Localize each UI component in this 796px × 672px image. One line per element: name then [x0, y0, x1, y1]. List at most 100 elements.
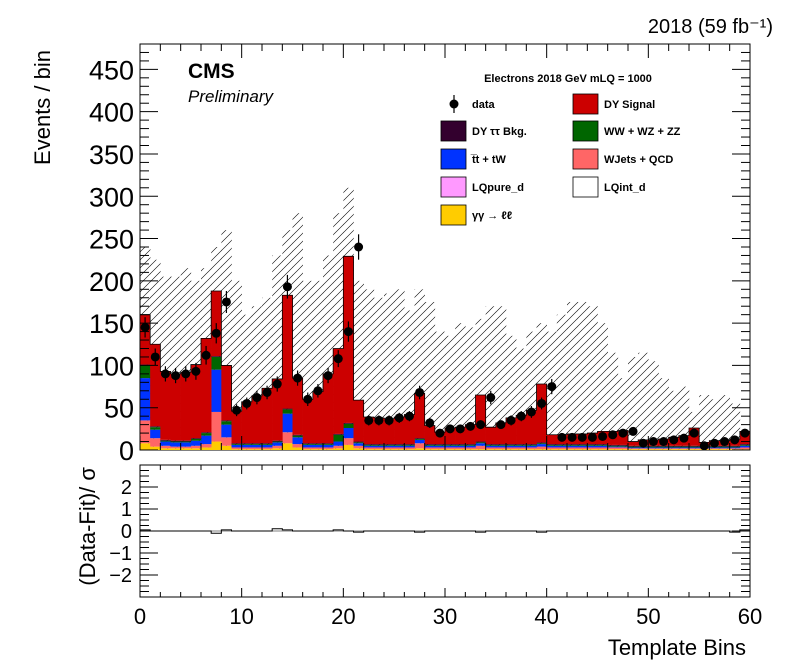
- stack-bar-segment: [678, 445, 690, 447]
- stack-bar-segment: [262, 443, 273, 445]
- legend-swatch: [572, 120, 599, 142]
- x-tick-label: 10: [229, 604, 253, 629]
- stack-bar-segment: [343, 444, 354, 450]
- stack-bar-segment: [719, 448, 730, 450]
- stack-bar-segment: [343, 438, 354, 445]
- stack-bar-segment: [160, 445, 171, 449]
- stack-bar-segment: [475, 445, 486, 450]
- stack-bar-segment: [556, 444, 568, 446]
- stack-bar-segment: [323, 444, 334, 445]
- data-point: [140, 322, 150, 332]
- stack-bar-segment: [373, 417, 385, 445]
- stack-bar-segment: [170, 442, 181, 447]
- stack-bar-segment: [272, 448, 283, 450]
- stack-bar-segment: [475, 449, 486, 450]
- data-point: [547, 382, 557, 392]
- stack-bar-segment: [201, 444, 212, 448]
- data-point: [394, 413, 404, 423]
- legend-header: Electrons 2018 GeV mLQ = 1000: [484, 73, 652, 85]
- stack-bar-segment: [536, 444, 547, 447]
- uncertainty-band-bin: [221, 230, 232, 450]
- x-tick-label: 40: [534, 604, 558, 629]
- uncertainty-band-bin: [363, 289, 375, 450]
- stack-bar-segment: [485, 444, 497, 445]
- data-point: [455, 424, 465, 434]
- stack-bar-segment: [394, 444, 405, 445]
- uncertainty-band-bin: [445, 335, 456, 450]
- stack-bar-segment: [658, 445, 669, 447]
- stack-bar-segment: [221, 445, 232, 450]
- stack-bar-segment: [302, 443, 314, 445]
- stack-bar-segment: [353, 443, 364, 446]
- stack-bar-segment: [689, 447, 700, 449]
- stack-bar-segment: [495, 447, 507, 450]
- stack-bar-segment: [475, 441, 486, 443]
- stack-bar-segment: [160, 371, 171, 440]
- stack-bar-segment: [455, 427, 466, 445]
- stack-bar-segment: [709, 449, 720, 450]
- stack-bar-segment: [546, 434, 558, 445]
- stack-bar-segment: [516, 447, 527, 450]
- uncertainty-band-bin: [323, 255, 334, 450]
- stack-bar-segment: [333, 348, 344, 434]
- stack-bar-segment: [516, 444, 527, 445]
- stack-bar-segment: [506, 444, 517, 445]
- stack-bar-segment: [638, 449, 649, 450]
- stack-bar-segment: [180, 440, 192, 442]
- uncertainty-band-bin: [556, 314, 568, 450]
- stack-bar-segment: [302, 444, 314, 448]
- stack-bar-segment: [546, 445, 558, 448]
- stack-bar-segment: [190, 445, 202, 449]
- data-point: [181, 369, 191, 379]
- stack-bar-segment: [373, 449, 385, 450]
- stack-bar-segment: [729, 446, 741, 448]
- stack-bar-segment: [180, 448, 192, 450]
- stack-bar-segment: [302, 449, 314, 450]
- stack-bar-segment: [709, 448, 720, 450]
- data-point: [577, 432, 587, 442]
- stack-bar-segment: [201, 435, 212, 445]
- stack-bar-segment: [241, 449, 253, 450]
- stack-bar-segment: [434, 445, 446, 448]
- y-tick-label: 300: [89, 182, 134, 212]
- uncertainty-band-bin: [373, 297, 385, 450]
- stack-bar-segment: [638, 447, 649, 449]
- stack-bar-segment: [150, 429, 161, 439]
- stack-bar-segment: [719, 447, 730, 449]
- stack-bar-segment: [241, 447, 253, 450]
- data-point: [252, 393, 262, 403]
- x-tick-label: 50: [636, 604, 660, 629]
- data-point: [435, 428, 445, 438]
- stack-bar-segment: [262, 444, 273, 448]
- stack-bar-segment: [434, 447, 446, 450]
- stack-bar-segment: [587, 444, 598, 446]
- data-point: [506, 415, 516, 425]
- stack-bar-segment: [495, 422, 507, 445]
- stack-bar-segment: [414, 393, 425, 439]
- stack-bar-segment: [567, 444, 578, 446]
- stack-bar-segment: [739, 444, 750, 446]
- stack-bar-segment: [221, 365, 232, 421]
- legend-swatch: [572, 176, 599, 198]
- legend-entry-label: DY ττ Bkg.: [472, 126, 527, 138]
- stack-bar-segment: [160, 441, 171, 446]
- data-point: [425, 418, 435, 428]
- stack-bar-segment: [465, 444, 476, 446]
- stack-bar-segment: [272, 441, 283, 443]
- data-point: [516, 411, 526, 421]
- stack-bar-segment: [445, 449, 456, 450]
- uncertainty-band-bin: [170, 276, 181, 450]
- stack-bar-segment: [546, 449, 558, 450]
- stack-bar-segment: [272, 445, 283, 449]
- stack-bar-segment: [231, 449, 242, 450]
- uncertainty-band-bin: [495, 306, 507, 450]
- stack-bar-segment: [567, 449, 578, 450]
- stack-bar-segment: [455, 447, 466, 450]
- stack-bar-segment: [160, 448, 171, 450]
- stack-bar-segment: [434, 449, 446, 450]
- stack-bar-segment: [404, 444, 415, 445]
- stack-bar-segment: [302, 444, 314, 445]
- stack-bar-segment: [343, 422, 354, 424]
- stack-bar-segment: [465, 449, 476, 450]
